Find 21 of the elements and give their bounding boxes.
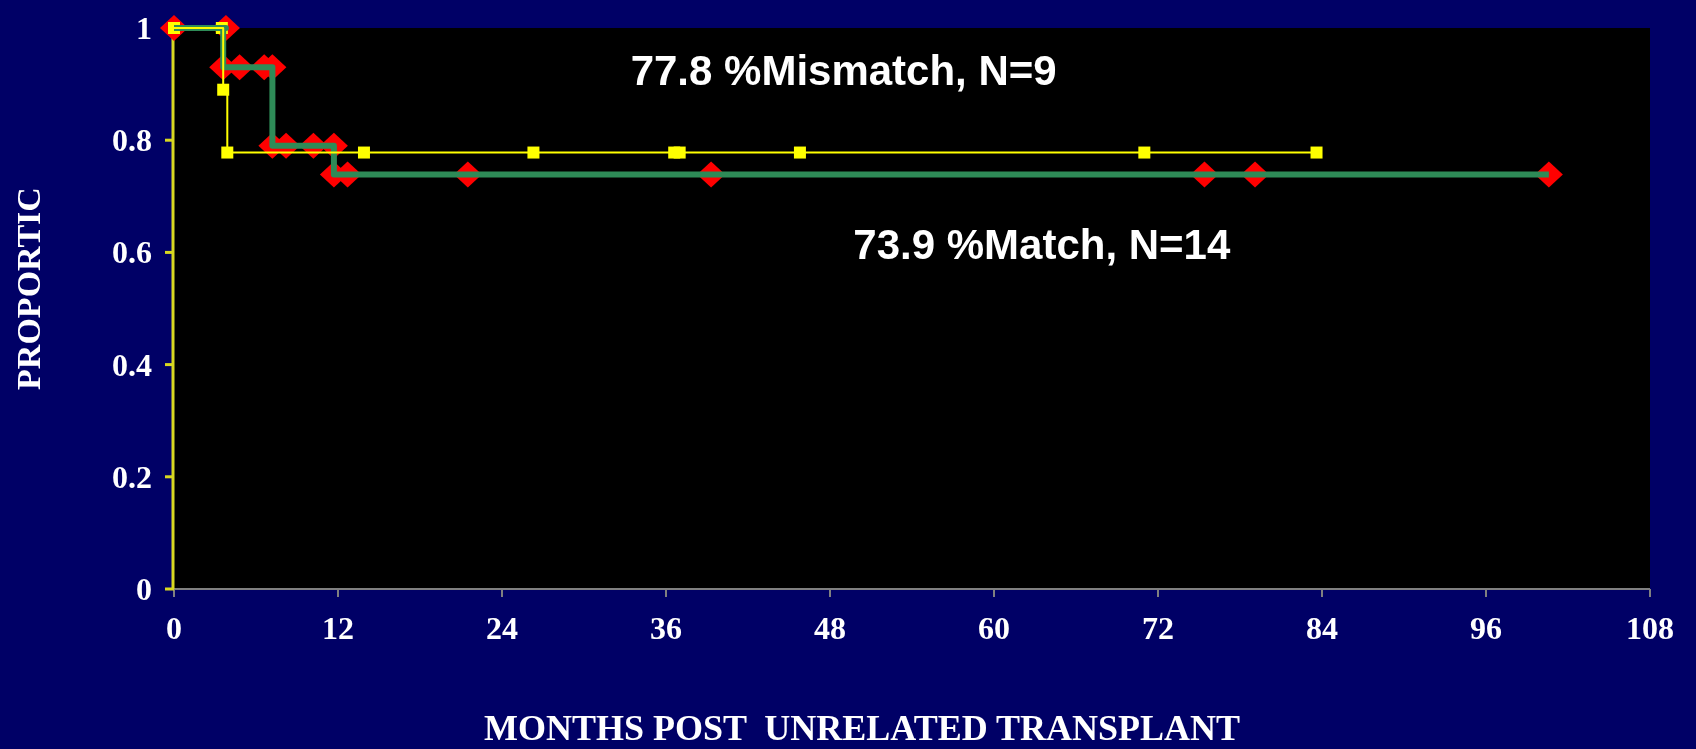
point	[1310, 146, 1323, 159]
x-tick-label: 48	[814, 610, 846, 646]
y-tick-label: 0.2	[112, 458, 152, 495]
x-tick-label: 36	[650, 610, 682, 646]
x-tick-label: 84	[1306, 610, 1338, 646]
series-label: 77.8 %Mismatch, N=9	[630, 46, 1057, 94]
y-tick-label: 0.4	[112, 346, 152, 383]
series-label: 73.9 %Match, N=14	[853, 221, 1231, 269]
x-tick-label: 72	[1142, 610, 1174, 646]
x-tick-label: 108	[1626, 610, 1674, 646]
x-axis-title: MONTHS POST UNRELATED TRANSPLANT	[483, 708, 1241, 748]
x-tick-label: 12	[322, 610, 354, 646]
x-tick-label: 60	[978, 610, 1010, 646]
x-tick-label: 0	[166, 610, 182, 646]
x-tick-label: 24	[486, 610, 518, 646]
y-axis-title: PROPORTIC	[10, 187, 47, 390]
x-tick-label: 96	[1470, 610, 1502, 646]
y-tick-label: 0.8	[112, 122, 152, 159]
y-tick-label: 1	[136, 10, 152, 46]
y-tick-label: 0.6	[112, 234, 152, 271]
y-tick-label: 0	[136, 571, 152, 607]
